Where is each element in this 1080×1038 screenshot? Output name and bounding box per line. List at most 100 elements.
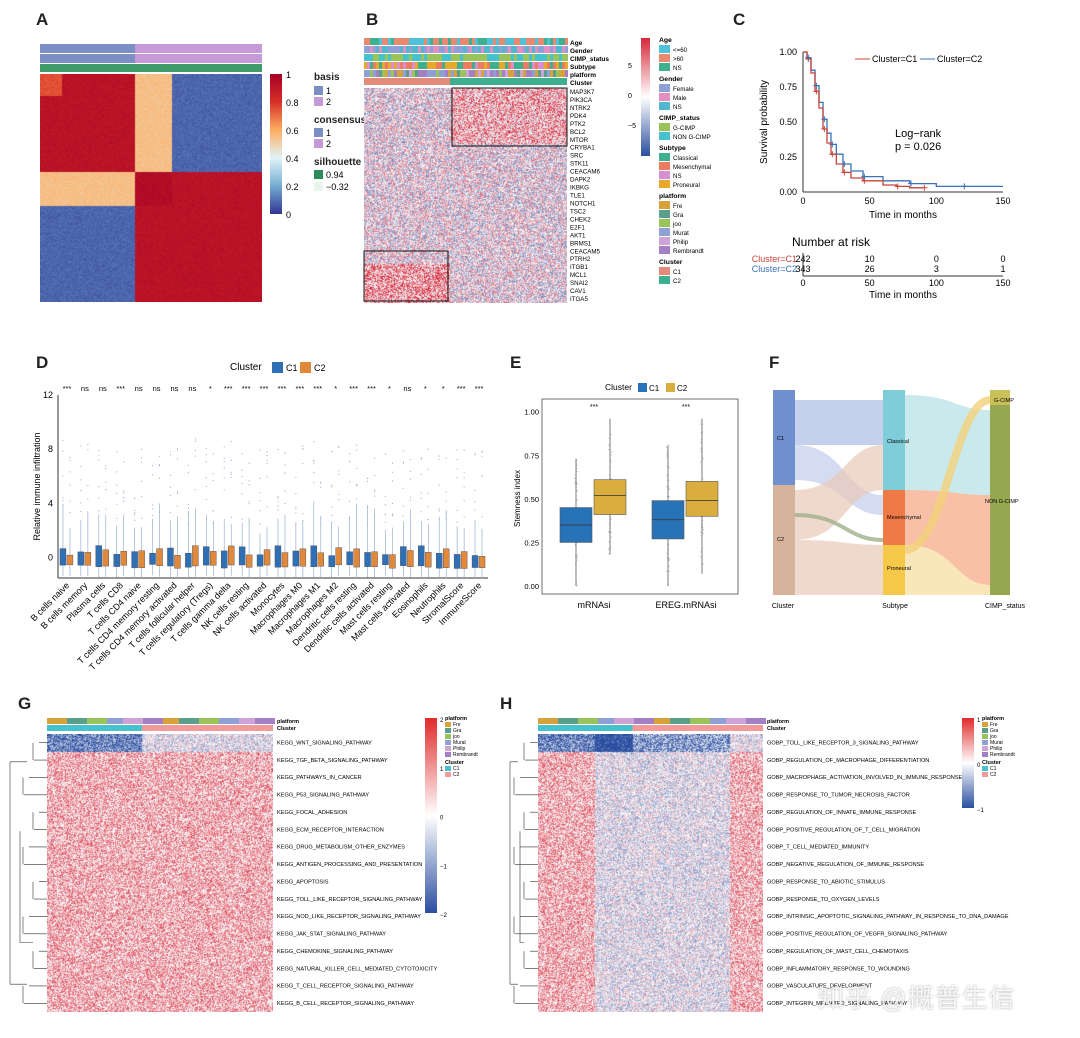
outlier-point bbox=[187, 471, 189, 474]
node-gcimp bbox=[990, 390, 1010, 405]
panel-g: G platform Cluster KEGG_WNT_SIGNALING_PATH… bbox=[0, 690, 500, 1035]
outlier-point bbox=[384, 453, 387, 455]
box bbox=[66, 554, 74, 566]
outlier-point bbox=[69, 484, 71, 486]
platform-track-cell bbox=[111, 718, 115, 724]
pathway-label: KEGG_ECM_RECEPTOR_INTERACTION bbox=[277, 827, 384, 833]
platform-track-cell bbox=[123, 718, 127, 724]
outlier-point bbox=[402, 462, 404, 464]
platform-track-cell bbox=[223, 718, 227, 724]
outlier-point bbox=[176, 448, 179, 451]
annotation-cell bbox=[526, 62, 529, 69]
outlier-point bbox=[331, 514, 333, 517]
panel-h: H platform Cluster GOBP_TOLL_LIKE_RECEPTOR… bbox=[500, 690, 1080, 1035]
outlier-point bbox=[248, 503, 250, 505]
annotation-cell bbox=[370, 38, 373, 45]
outlier-point bbox=[194, 455, 196, 457]
annotation-cell bbox=[436, 62, 439, 69]
outlier-point bbox=[223, 460, 225, 463]
legend-swatch bbox=[659, 228, 670, 236]
platform-track-cell bbox=[203, 718, 207, 724]
platform-track-cell bbox=[550, 718, 554, 724]
outlier-point bbox=[409, 478, 411, 480]
y-tick-label: 0 bbox=[48, 553, 53, 563]
legend-label: C1 bbox=[673, 269, 681, 276]
outlier-point bbox=[427, 492, 429, 494]
annotation-cell bbox=[376, 54, 379, 61]
outlier-point bbox=[223, 477, 225, 479]
platform-track-cell bbox=[762, 718, 766, 724]
jitter-point bbox=[576, 556, 578, 558]
legend-swatch bbox=[659, 54, 670, 62]
platform-track-cell bbox=[554, 718, 558, 724]
platform-track-cell bbox=[638, 718, 642, 724]
y-tick-label: 12 bbox=[43, 390, 53, 400]
significance-label: *** bbox=[349, 384, 358, 393]
outlier-point bbox=[241, 493, 243, 495]
annotation-cell bbox=[493, 54, 496, 61]
outlier-point bbox=[284, 464, 286, 466]
pathway-label: GOBP_INTRINSIC_APOPTOTIC_SIGNALING_PATHW… bbox=[767, 914, 1009, 920]
outlier-point bbox=[349, 517, 351, 519]
annotation-cell bbox=[472, 38, 475, 45]
annotation-cell bbox=[493, 38, 496, 45]
legend-label-c2: Cluster=C2 bbox=[937, 54, 982, 64]
pathway-label: GOBP_VASCULATURE_DEVELOPMENT bbox=[767, 984, 873, 990]
significance-label: ns bbox=[170, 384, 178, 393]
outlier-point bbox=[349, 460, 351, 462]
annotation-cell bbox=[400, 46, 403, 53]
category-label: EREG.mRNAsi bbox=[655, 600, 716, 610]
platform-track-cell bbox=[726, 718, 730, 724]
platform-track-cell bbox=[215, 718, 219, 724]
annotation-cell bbox=[565, 62, 568, 69]
legend-swatch bbox=[445, 772, 451, 777]
jitter-point bbox=[700, 556, 702, 558]
legend-label: NON G-CIMP bbox=[673, 134, 711, 141]
outlier-point bbox=[80, 490, 82, 492]
annotation-cell bbox=[538, 54, 541, 61]
outlier-point bbox=[391, 502, 394, 505]
significance-label: *** bbox=[682, 404, 690, 411]
annotation-cell bbox=[415, 38, 418, 45]
y-tick-label: 1.00 bbox=[524, 408, 539, 417]
legend-label: Male bbox=[673, 95, 687, 102]
legend-swatch bbox=[659, 153, 670, 161]
risk-x-tick: 50 bbox=[865, 278, 875, 288]
outlier-point bbox=[427, 448, 429, 450]
annotation-cell bbox=[514, 62, 517, 69]
annotation-cell bbox=[487, 46, 490, 53]
annotation-cell bbox=[442, 70, 445, 77]
annotation-cell bbox=[463, 62, 466, 69]
consensus-track-c2 bbox=[135, 54, 262, 63]
scale-tick: −2 bbox=[440, 913, 448, 919]
annotation-cell bbox=[388, 70, 391, 77]
annotation-cell bbox=[511, 46, 514, 53]
outlier-point bbox=[402, 515, 404, 517]
annotation-cell bbox=[499, 62, 502, 69]
significance-label: *** bbox=[313, 384, 322, 393]
outlier-point bbox=[474, 521, 476, 523]
outlier-point bbox=[62, 497, 64, 499]
outlier-point bbox=[169, 474, 172, 476]
box bbox=[328, 555, 335, 568]
pathway-label: KEGG_ANTIGEN_PROCESSING_AND_PRESENTATION bbox=[277, 862, 422, 868]
annotation-cell bbox=[427, 70, 430, 77]
platform-track-cell bbox=[594, 718, 598, 724]
track-label: platform bbox=[277, 719, 299, 725]
annotation-cell bbox=[373, 54, 376, 61]
annotation-cell bbox=[532, 46, 535, 53]
annotation-cell bbox=[505, 38, 508, 45]
outlier-point bbox=[151, 464, 154, 467]
highlight-box-c2 bbox=[451, 87, 568, 147]
platform-track-cell bbox=[91, 718, 95, 724]
pathway-label: KEGG_NOD_LIKE_RECEPTOR_SIGNALING_PATHWAY bbox=[277, 914, 421, 920]
annotation-cell bbox=[424, 62, 427, 69]
platform-track-cell bbox=[718, 718, 722, 724]
consensus-track-c1 bbox=[40, 54, 135, 63]
legend-swatch bbox=[659, 132, 670, 140]
outlier-point bbox=[169, 494, 172, 497]
jitter-point bbox=[574, 477, 576, 479]
significance-label: *** bbox=[457, 384, 466, 393]
legend-swatch bbox=[659, 63, 670, 71]
annotation-cell bbox=[409, 38, 412, 45]
